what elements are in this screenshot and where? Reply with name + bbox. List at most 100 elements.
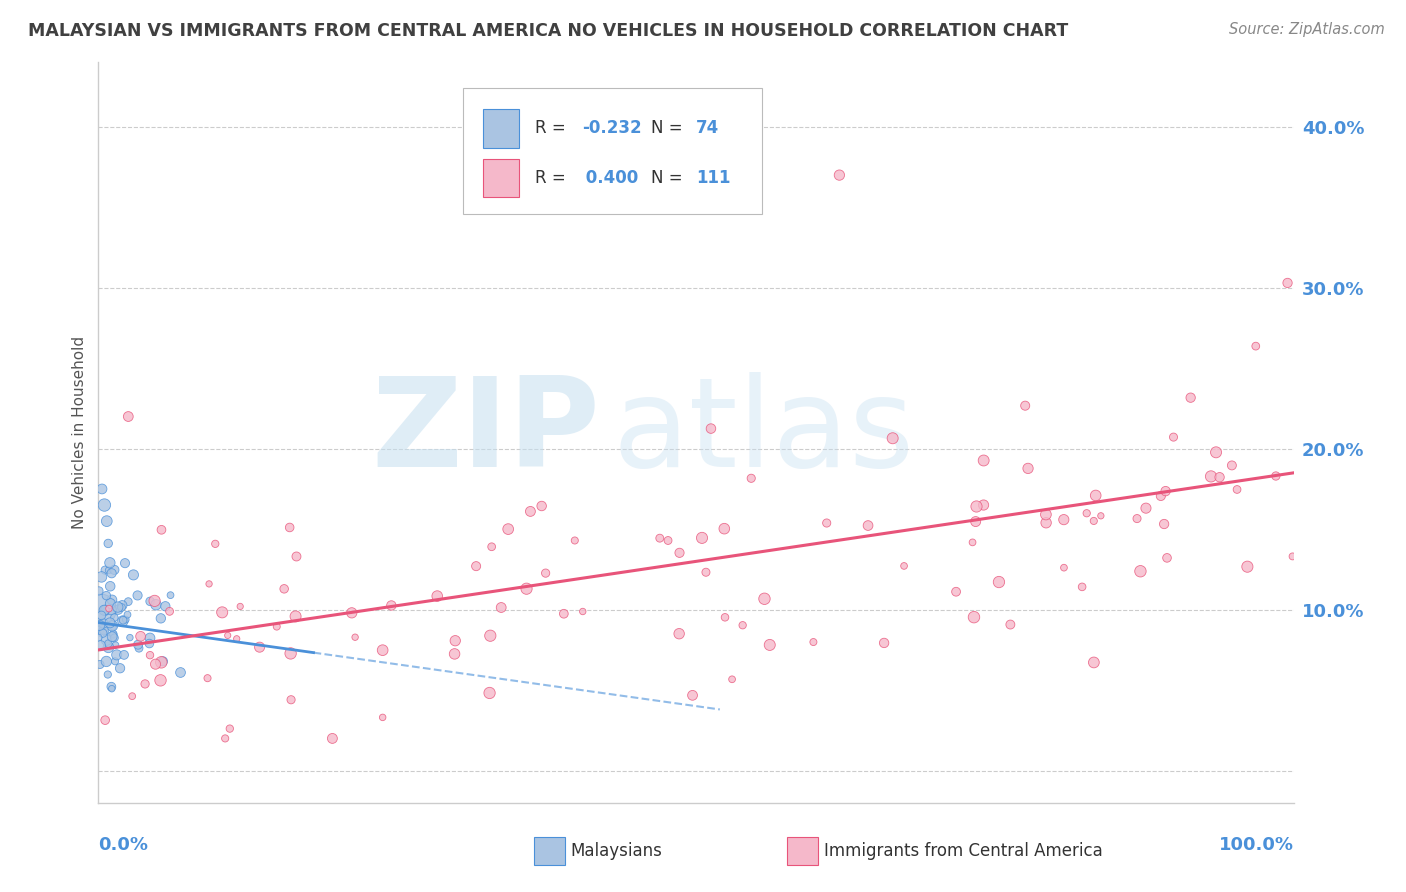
Point (882, 431, 904, 445)
Point (700, 421, 723, 435)
Text: 0.0%: 0.0% (98, 836, 149, 855)
Point (229, 599, 252, 614)
Point (150, 523, 173, 537)
Point (155, 599, 177, 614)
Text: Immigrants from Central America: Immigrants from Central America (824, 842, 1102, 860)
Point (112, 648, 135, 662)
Point (515, 582, 537, 596)
Point (89, 618, 111, 632)
Point (731, 618, 754, 632)
Point (211, 605, 233, 619)
Point (169, 665, 191, 680)
Point (159, 604, 181, 618)
Point (1076, 506, 1098, 520)
Point (344, 630, 367, 644)
Point (149, 673, 172, 688)
Point (266, 619, 288, 633)
Point (150, 656, 173, 670)
Point (754, 591, 776, 606)
Point (97, 640, 120, 655)
Text: MALAYSIAN VS IMMIGRANTS FROM CENTRAL AMERICA NO VEHICLES IN HOUSEHOLD CORRELATIO: MALAYSIAN VS IMMIGRANTS FROM CENTRAL AME… (28, 22, 1069, 40)
Point (1154, 484, 1177, 499)
Point (101, 619, 124, 633)
Point (893, 558, 915, 573)
Point (93, 623, 115, 637)
Point (134, 677, 156, 691)
Point (204, 537, 226, 551)
FancyBboxPatch shape (463, 88, 762, 214)
Point (152, 654, 174, 668)
Point (98, 579, 121, 593)
Point (139, 631, 162, 645)
Point (129, 629, 152, 643)
Point (803, 635, 825, 649)
Point (444, 633, 467, 648)
Point (657, 533, 679, 548)
Point (965, 515, 987, 529)
Point (91, 626, 114, 640)
Point (1180, 391, 1202, 405)
Point (1084, 488, 1107, 502)
Point (93, 603, 115, 617)
Point (1244, 339, 1267, 353)
Point (159, 588, 181, 602)
Point (714, 610, 737, 624)
Point (815, 516, 838, 530)
Point (110, 600, 132, 615)
Point (479, 629, 502, 643)
Point (87, 631, 110, 645)
Point (90, 608, 112, 623)
Text: 111: 111 (696, 169, 731, 187)
Text: N =: N = (651, 119, 688, 136)
Point (1281, 549, 1303, 564)
Point (114, 613, 136, 627)
Point (197, 671, 219, 685)
Text: N =: N = (651, 169, 688, 187)
Point (149, 611, 172, 625)
Point (1017, 461, 1039, 475)
Point (214, 731, 236, 746)
Point (973, 453, 995, 467)
Point (489, 600, 512, 615)
Point (104, 638, 127, 652)
Point (97, 601, 120, 615)
Point (1264, 469, 1286, 483)
Point (93, 616, 115, 631)
Point (713, 522, 735, 536)
Point (1156, 550, 1178, 565)
Point (973, 498, 995, 512)
Point (1163, 430, 1185, 444)
Point (682, 689, 704, 703)
Point (103, 610, 125, 624)
Point (1199, 469, 1222, 483)
Point (97, 563, 120, 577)
Point (145, 598, 167, 612)
Point (280, 647, 302, 661)
Point (93, 498, 115, 512)
Point (101, 619, 124, 633)
Point (828, 168, 851, 182)
Point (100, 680, 122, 694)
Point (89, 657, 111, 672)
Point (564, 533, 586, 548)
FancyBboxPatch shape (484, 109, 519, 147)
Point (465, 559, 488, 574)
Point (987, 575, 1010, 590)
Point (1053, 513, 1076, 527)
Point (112, 613, 135, 627)
Point (101, 681, 124, 696)
Point (96, 632, 118, 647)
Point (198, 577, 221, 591)
Y-axis label: No Vehicles in Household: No Vehicles in Household (72, 336, 87, 529)
Point (380, 599, 402, 613)
Text: R =: R = (534, 119, 571, 136)
Point (94, 563, 117, 577)
Point (111, 614, 134, 628)
Point (371, 710, 394, 724)
Point (98, 556, 121, 570)
Point (100, 597, 122, 611)
Text: -0.232: -0.232 (582, 119, 643, 136)
Point (553, 607, 575, 621)
Point (668, 626, 690, 640)
Point (1014, 399, 1036, 413)
